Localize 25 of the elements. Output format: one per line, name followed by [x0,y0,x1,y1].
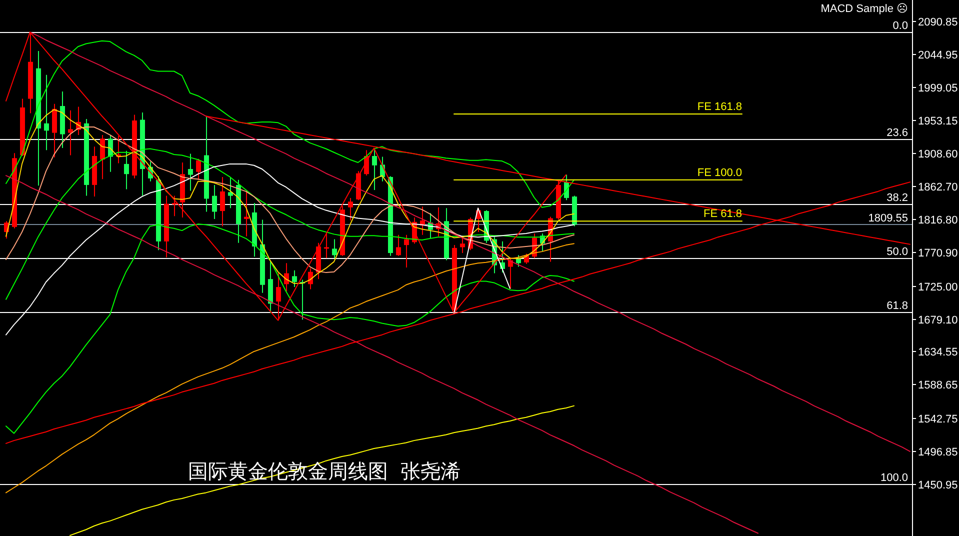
annotation: 0.0 [892,20,908,32]
y-tick-label: 1496.85 [918,446,958,458]
y-tick-label: 1816.80 [918,214,958,226]
y-tick-label: 1450.95 [918,480,958,492]
y-tick-label: 2044.95 [918,50,958,62]
series-label: FE 100.0 [697,166,742,179]
y-tick-label: 1953.15 [918,116,958,128]
y-tick-label: 1588.65 [918,380,958,392]
y-tick-label: 1542.75 [918,414,958,426]
series-label: FE 161.8 [697,100,742,113]
y-tick-label: 1725.00 [918,282,958,294]
annotation: 23.6 [886,127,908,139]
y-tick-label: 2090.85 [918,16,958,28]
y-tick-label: 1679.10 [918,314,958,326]
annotation: MACD Sample ☹ [820,3,908,15]
annotation: 50.0 [886,246,908,258]
annotation: 61.8 [886,300,908,312]
ref-line-label: 1809.55 [868,212,908,224]
y-tick-label: 1770.90 [918,248,958,260]
y-tick-label: 1999.05 [918,82,958,94]
y-tick-label: 1862.70 [918,182,958,194]
annotation: 100.0 [880,472,908,484]
y-tick-label: 1908.60 [918,148,958,160]
annotation: 38.2 [886,192,908,204]
y-tick-label: 1634.55 [918,346,958,358]
